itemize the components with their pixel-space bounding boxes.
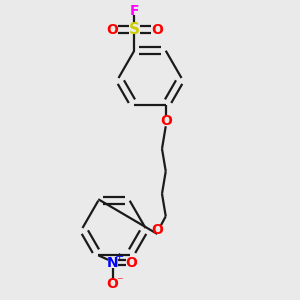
Text: O: O [125, 256, 137, 270]
Text: N: N [107, 256, 118, 270]
Text: O: O [152, 223, 163, 237]
Text: O: O [160, 114, 172, 128]
Text: F: F [130, 4, 139, 18]
Text: O: O [151, 23, 163, 37]
Text: +: + [115, 252, 124, 262]
Text: O: O [107, 278, 118, 291]
Text: O: O [106, 23, 118, 37]
Text: ⁻: ⁻ [116, 275, 123, 288]
Text: S: S [129, 22, 140, 37]
